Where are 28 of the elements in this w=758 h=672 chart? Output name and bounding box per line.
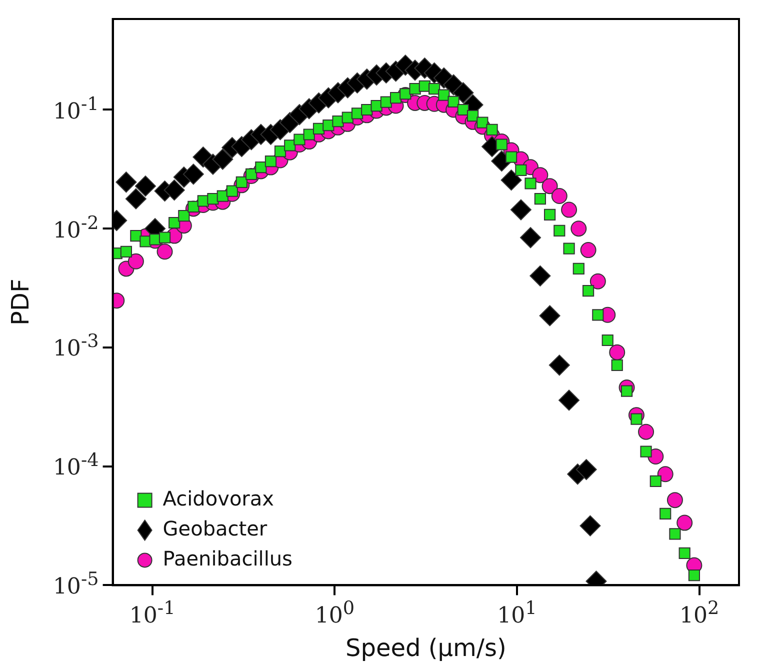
point <box>548 354 570 376</box>
y-tick-label: 10$^{-5}$ <box>52 569 99 600</box>
point <box>125 188 146 210</box>
legend-label: Geobacter <box>162 516 268 540</box>
x-tick-label: 10$^{-1}$ <box>129 598 176 629</box>
x-tick-label: 10$^{0}$ <box>314 598 354 629</box>
point <box>182 164 204 185</box>
x-tick-label: 10$^{2}$ <box>680 598 720 629</box>
legend-label: Acidovorax <box>162 486 274 510</box>
legend-label: Paenibacillus <box>162 546 292 570</box>
point <box>212 148 234 170</box>
y-axis-title: PDF <box>6 278 35 326</box>
x-axis-title: Speed (μm/s) <box>345 634 506 662</box>
point <box>510 199 532 220</box>
point <box>520 227 542 248</box>
y-tick-label: 10$^{-1}$ <box>52 94 99 124</box>
point <box>530 265 551 286</box>
point <box>539 305 560 326</box>
point <box>164 180 185 201</box>
y-tick-label: 10$^{-2}$ <box>52 212 99 244</box>
y-tick-label: 10$^{-3}$ <box>52 332 99 362</box>
point <box>116 172 137 193</box>
point <box>500 170 522 191</box>
point <box>452 82 474 104</box>
point <box>134 176 156 197</box>
x-tick-label: 10$^{1}$ <box>497 598 537 629</box>
y-tick-label: 10$^{-4}$ <box>52 450 99 482</box>
point <box>558 390 580 411</box>
